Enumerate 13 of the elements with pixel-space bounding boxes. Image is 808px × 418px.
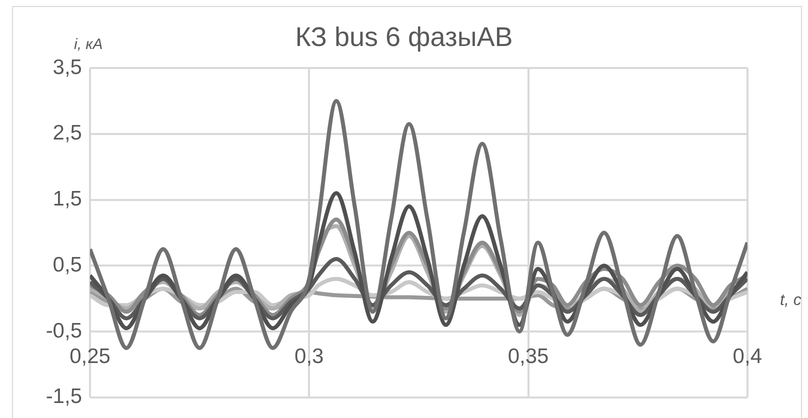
y-axis-title: i, кА — [74, 36, 103, 53]
y-tick-label: 3,5 — [52, 56, 82, 79]
x-tick-label: 0,4 — [732, 344, 762, 368]
y-tick-label: -0,5 — [46, 319, 82, 342]
y-tick-label: 2,5 — [52, 122, 82, 145]
y-tick-label: 0,5 — [52, 253, 82, 276]
y-tick-label: 1,5 — [52, 188, 82, 211]
x-axis-title: t, c — [780, 292, 802, 310]
x-tick-label: 0,35 — [508, 344, 549, 368]
x-tick-label: 0,25 — [70, 344, 110, 368]
chart-title: КЗ bus 6 фазыАВ — [295, 22, 513, 52]
x-tick-label: 0,3 — [294, 344, 324, 368]
y-tick-label: -1,5 — [46, 385, 82, 408]
